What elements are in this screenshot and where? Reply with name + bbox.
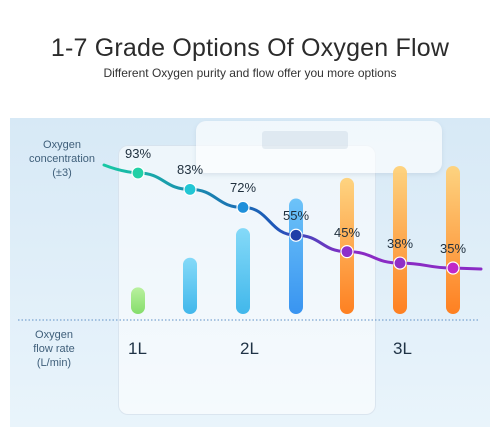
flow-label-line2: flow rate xyxy=(33,343,75,355)
concentration-point-grade-3 xyxy=(236,200,250,214)
concentration-point-grade-7 xyxy=(446,261,460,275)
concentration-label-grade-5: 45% xyxy=(333,224,361,240)
flow-bar-grade-7 xyxy=(446,166,460,314)
concentration-axis-label: Oxygen concentration (±3) xyxy=(22,138,102,180)
concentration-label-grade-3: 72% xyxy=(229,180,257,196)
flow-tick-2L: 2L xyxy=(240,339,259,358)
flow-bar-grade-4 xyxy=(289,198,303,314)
concentration-point-grade-4 xyxy=(289,228,303,242)
flow-tick-1L: 1L xyxy=(128,339,147,358)
flow-axis-label: Oxygen flow rate (L/min) xyxy=(22,328,86,370)
concentration-label-line3: (±3) xyxy=(52,167,72,179)
flow-bar-grade-1 xyxy=(131,287,145,314)
concentration-label-grade-7: 35% xyxy=(439,241,467,256)
concentration-point-grade-6 xyxy=(393,256,407,270)
concentration-label-line1: Oxygen xyxy=(43,139,81,151)
concentration-label-line2: concentration xyxy=(28,153,96,165)
page-subtitle: Different Oxygen purity and flow offer y… xyxy=(103,66,397,80)
concentration-label-grade-2: 83% xyxy=(176,162,204,178)
flow-bar-grade-2 xyxy=(183,257,197,314)
concentration-point-grade-5 xyxy=(340,245,354,259)
concentration-point-grade-2 xyxy=(183,182,197,196)
concentration-label-grade-4: 55% xyxy=(282,208,310,224)
concentration-label-grade-6: 38% xyxy=(386,236,414,252)
flow-label-line3: (L/min) xyxy=(36,357,72,369)
device-display-screen xyxy=(262,131,348,149)
concentrator-device-top xyxy=(196,121,442,173)
flow-tick-3L: 3L xyxy=(393,339,412,358)
concentration-label-grade-1: 93% xyxy=(124,146,152,161)
flow-bar-grade-6 xyxy=(393,166,407,314)
page-title: 1-7 Grade Options Of Oxygen Flow xyxy=(50,34,450,62)
concentration-point-grade-1 xyxy=(131,166,145,180)
flow-bar-grade-3 xyxy=(236,228,250,314)
flow-label-line1: Oxygen xyxy=(35,329,73,341)
